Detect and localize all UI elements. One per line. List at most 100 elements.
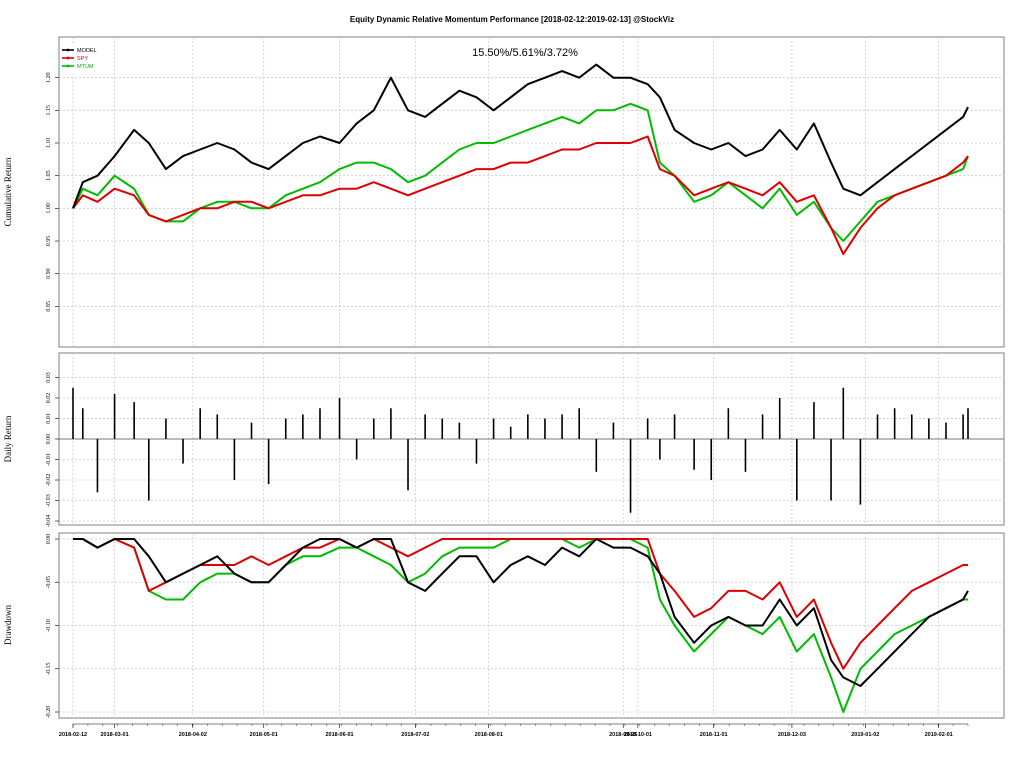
daily-return-bar [595,439,598,472]
daily-return-bar [492,418,495,439]
x-tick-label: 2018-04-02 [179,732,207,738]
daily-return-bar [830,439,832,501]
cumulative-return-y-tick-label: 0.90 [46,268,52,279]
daily-return-bar [646,418,649,439]
daily-return-y-tick-label: -0.04 [46,515,52,528]
daily-return-y-tick-label: 0.02 [46,393,52,404]
cumulative-return-ylabel: Cumulative Return [3,157,13,226]
daily-return-bar [659,439,661,460]
daily-return-bar [945,422,947,439]
daily-return-bar [96,439,99,493]
daily-return-bar [778,398,781,439]
daily-return-y-tick-label: 0.03 [46,372,52,383]
cumulative-return-mtum-line [72,102,969,242]
drawdown-ylabel: Drawdown [3,605,13,645]
daily-return-bar [612,422,615,439]
daily-return-bar [72,387,74,439]
x-tick-label: 2018-03-01 [101,732,129,738]
cumulative-return-y-tick-label: 0.85 [46,301,52,312]
daily-return-bar [673,414,676,439]
daily-return-bar [199,408,201,439]
legend-label-spy: SPY [77,56,88,62]
daily-return-bar [910,414,913,439]
daily-return-y-tick-label: -0.03 [46,494,52,507]
cumulative-return-spy-line [72,135,969,256]
daily-return-bar [561,414,563,439]
daily-return-bar [544,418,546,439]
x-tick-label: 2018-12-03 [778,732,806,738]
drawdown-model-line [73,538,969,687]
daily-return-bar [216,414,219,439]
daily-return-bar [319,408,321,439]
daily-return-bar [962,414,964,439]
daily-return-y-tick-label: 0.00 [46,434,52,445]
drawdown-panel: -0.20 -0.15 -0.10 -0.05 0.00 Drawdown [3,532,1005,719]
daily-return-bar [458,422,461,439]
daily-return-bar [148,439,150,501]
daily-return-bar [250,422,253,439]
cumulative-return-y-tick-label: 1.20 [46,72,52,83]
x-tick-label: 2018-09-25 [609,732,637,738]
daily-return-bar [527,414,529,439]
drawdown-spy-line [73,538,968,670]
daily-return-bar [233,439,236,480]
cumulative-return-series [72,63,969,256]
daily-return-y-tick-label: -0.02 [46,474,52,487]
legend-label-mtum: MTUM [77,64,94,70]
x-tick-label: 2018-08-01 [475,732,503,738]
legend: MODEL SPY MTUM [60,44,104,74]
daily-return-bars [59,387,1004,513]
daily-return-y-tick-label: -0.01 [46,453,52,466]
cumulative-return-y-tick-label: 0.95 [46,236,52,247]
daily-return-bar [267,439,270,485]
daily-return-bar [338,398,341,439]
drawdown-y-tick-label: -0.20 [46,706,52,719]
daily-return-bar [859,439,862,505]
daily-return-bar [407,439,409,491]
x-tick-label: 2018-05-01 [250,732,278,738]
x-tick-label: 2019-02-01 [925,732,953,738]
daily-return-bar [81,408,84,439]
daily-return-bar [744,439,747,472]
daily-return-bar [629,439,632,513]
daily-return-bar [893,408,896,439]
cumulative-return-y-tick-label: 1.15 [46,105,52,116]
daily-return-bar [693,439,695,470]
daily-return-bar [441,418,444,439]
daily-return-bar [113,393,116,439]
daily-return-bar [727,408,730,439]
cumulative-return-model-line [72,63,969,209]
cumulative-return-grid [59,37,1004,347]
daily-return-bar [372,418,375,439]
cumulative-return-panel: 0.85 0.90 0.95 1.00 1.05 1.10 1.15 1.20 Cumulat… [3,36,1005,348]
daily-return-bar [284,418,287,439]
drawdown-y-tick-label: -0.10 [46,619,52,632]
drawdown-y-tick-label: -0.05 [46,576,52,589]
daily-return-y-axis: -0.04 -0.03 -0.02 -0.01 0.00 0.01 0.02 0.03 [46,372,59,527]
summary-stats: 15.50%/5.61%/3.72% [472,47,578,59]
cumulative-return-y-tick-label: 1.05 [46,170,52,181]
daily-return-y-tick-label: 0.01 [46,413,52,424]
daily-return-panel: -0.04 -0.03 -0.02 -0.01 0.00 0.01 0.02 0.03 Dai… [3,352,1005,527]
daily-return-bar [578,408,580,439]
daily-return-bar [302,414,304,439]
drawdown-y-tick-label: -0.15 [46,663,52,676]
legend-label-model: MODEL [77,48,97,54]
drawdown-y-tick-label: 0.00 [46,534,52,545]
daily-return-bar [967,408,969,439]
daily-return-bar [355,439,358,460]
daily-return-bar [165,418,167,439]
daily-return-bar [424,414,426,439]
x-tick-label: 2018-11-01 [700,732,728,738]
daily-return-bar [182,439,184,464]
x-axis: 2018-02-12 2018-03-01 2018-04-02 2018-05-01… [59,723,969,738]
x-tick-label: 2018-07-02 [401,732,429,738]
daily-return-bar [928,418,930,439]
daily-return-bar [842,387,845,439]
cumulative-return-y-tick-label: 1.10 [46,138,52,149]
cumulative-return-y-axis: 0.85 0.90 0.95 1.00 1.05 1.10 1.15 1.20 [46,72,59,312]
drawdown-grid [59,533,1004,718]
daily-return-bar [475,439,478,464]
chart-title: Equity Dynamic Relative Momentum Perform… [350,15,674,24]
